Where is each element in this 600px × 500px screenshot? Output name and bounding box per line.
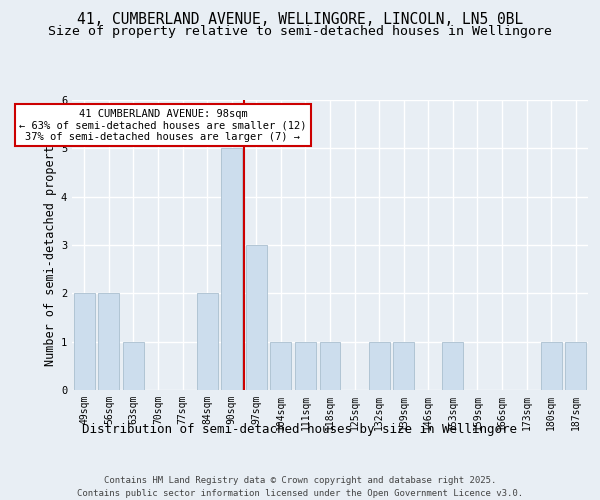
Bar (442, 342, 463, 390)
Text: Size of property relative to semi-detached houses in Wellingore: Size of property relative to semi-detach… (48, 25, 552, 38)
Bar (368, 342, 389, 390)
Bar (197, 294, 218, 390)
Bar (74, 294, 95, 390)
Bar (271, 342, 292, 390)
Bar (541, 342, 562, 390)
Bar (295, 342, 316, 390)
Text: 41 CUMBERLAND AVENUE: 98sqm
← 63% of semi-detached houses are smaller (12)
37% o: 41 CUMBERLAND AVENUE: 98sqm ← 63% of sem… (19, 108, 307, 142)
Bar (246, 245, 267, 390)
Bar (98, 294, 119, 390)
Text: Contains HM Land Registry data © Crown copyright and database right 2025.
Contai: Contains HM Land Registry data © Crown c… (77, 476, 523, 498)
Bar (565, 342, 586, 390)
Bar (123, 342, 144, 390)
Bar (393, 342, 414, 390)
Y-axis label: Number of semi-detached properties: Number of semi-detached properties (44, 124, 57, 366)
Text: 41, CUMBERLAND AVENUE, WELLINGORE, LINCOLN, LN5 0BL: 41, CUMBERLAND AVENUE, WELLINGORE, LINCO… (77, 12, 523, 28)
Bar (320, 342, 340, 390)
Text: Distribution of semi-detached houses by size in Wellingore: Distribution of semi-detached houses by … (83, 422, 517, 436)
Bar (221, 148, 242, 390)
